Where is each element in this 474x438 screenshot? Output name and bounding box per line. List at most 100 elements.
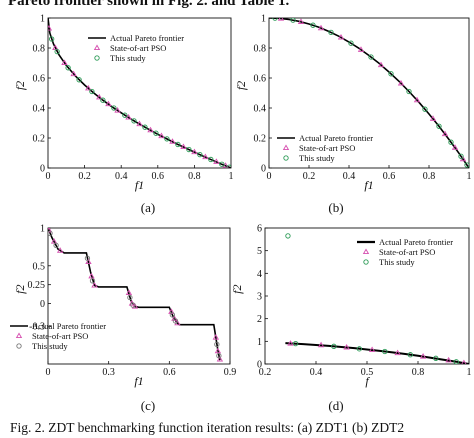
legend-label-a-1: State-of-art PSO	[110, 43, 166, 53]
point-c-state-of-art-pso-6	[125, 289, 133, 296]
plot-area-c	[48, 228, 224, 362]
point-b-this-study-9	[436, 123, 442, 129]
point-d-state-of-art-pso-6	[445, 356, 452, 363]
y-tick-label-d-0: 0	[257, 360, 262, 371]
point-b-this-study-0	[272, 18, 278, 21]
point-c-state-of-art-pso-2	[56, 247, 64, 253]
legend-label-c-2: This study	[32, 341, 68, 351]
point-a-this-study-16	[219, 161, 225, 167]
point-d-this-study-3	[356, 346, 363, 352]
legend-label-d-1: State-of-art PSO	[379, 247, 435, 257]
point-a-state-of-art-pso-15	[202, 153, 209, 160]
point-a-this-study-12	[175, 141, 181, 148]
plot-area-d	[285, 233, 469, 364]
point-a-state-of-art-pso-7	[114, 107, 121, 113]
y-tick-label-c-2: 0.25	[28, 280, 46, 291]
legend-swatch-c-1	[15, 332, 23, 339]
point-d-state-of-art-pso-7	[461, 359, 467, 364]
point-c-this-study-6	[169, 312, 176, 318]
point-b-this-study-12	[464, 162, 469, 168]
point-d-this-study-1	[292, 340, 299, 347]
point-c-state-of-art-pso-13	[214, 347, 222, 354]
legend-label-d-2: This study	[379, 257, 415, 267]
point-a-state-of-art-pso-14	[191, 148, 198, 155]
y-tick-label-d-6: 6	[257, 224, 262, 235]
point-a-this-study-9	[142, 124, 148, 130]
plot-area-a	[48, 18, 231, 168]
point-a-state-of-art-pso-16	[213, 158, 220, 164]
plot-frame-a	[47, 17, 232, 169]
x-tick-label-b-4: 0.8	[423, 171, 436, 182]
point-b-this-study-1	[290, 18, 296, 23]
point-d-this-study-4	[382, 348, 388, 355]
legend-label-b-1: State-of-art PSO	[299, 143, 355, 153]
x-tick-label-a-1: 0.2	[78, 171, 91, 182]
point-b-this-study-10	[448, 139, 454, 145]
y-tick-label-a-1: 0.2	[33, 134, 46, 145]
point-a-this-study-1	[54, 48, 60, 55]
point-a-this-study-17	[226, 164, 231, 168]
point-d-state-of-art-pso-2	[343, 343, 350, 350]
y-tick-label-b-3: 0.6	[254, 74, 267, 85]
chart-panel-d: 0.2 0.4 0.5 0.8 1 0 1 2 3 4 5 6 f f2 Actual Pareto fro…	[230, 224, 472, 389]
point-d-this-study-0	[285, 233, 291, 239]
point-c-this-study-0	[48, 230, 53, 236]
legend-swatch-d-1	[362, 248, 370, 255]
point-c-this-study-7	[172, 318, 179, 324]
point-d-state-of-art-pso-3	[368, 346, 376, 352]
x-tick-label-d-0: 0.2	[259, 367, 272, 378]
point-c-this-study-2	[84, 255, 91, 261]
y-tick-label-c-3: 0.5	[33, 261, 46, 272]
x-tick-label-b-0: 0	[267, 171, 272, 182]
point-a-state-of-art-pso-8	[125, 113, 132, 120]
point-b-state-of-art-pso-3	[337, 33, 345, 40]
point-a-this-study-5	[100, 97, 106, 103]
x-axis-label-b: f1	[364, 178, 373, 192]
y-axis-label-a: f2	[13, 81, 27, 90]
y-tick-label-b-4: 0.8	[254, 44, 267, 55]
point-c-state-of-art-pso-0	[48, 228, 53, 233]
point-a-state-of-art-pso-5	[96, 93, 103, 100]
y-axis-label-d: f2	[230, 285, 244, 294]
point-a-this-study-14	[197, 151, 203, 158]
legend-swatch-c-2	[16, 343, 22, 349]
point-a-this-study-2	[65, 65, 71, 71]
legend-label-a-2: This study	[110, 53, 146, 63]
panel-label-a: (a)	[140, 200, 156, 215]
y-tick-label-d-2: 2	[257, 314, 262, 325]
x-tick-label-c-3: 0.9	[224, 367, 237, 378]
panel-label-c: (c)	[140, 398, 156, 413]
point-b-state-of-art-pso-4	[357, 46, 365, 52]
x-tick-label-a-0: 0	[46, 171, 51, 182]
point-a-this-study-4	[89, 88, 95, 95]
x-tick-label-d-4: 1	[467, 367, 472, 378]
y-tick-label-a-0: 0	[40, 164, 45, 175]
point-d-this-study-7	[453, 359, 459, 364]
point-b-this-study-11	[458, 153, 464, 159]
point-c-state-of-art-pso-14	[216, 355, 224, 362]
x-axis-label-c: f1	[134, 374, 143, 388]
point-b-this-study-7	[406, 88, 412, 95]
legend-label-d-0: Actual Pareto frontier	[379, 237, 453, 247]
plot-area-b	[269, 18, 469, 168]
x-tick-label-a-2: 0.4	[115, 171, 128, 182]
y-axis-label-c: f2	[13, 285, 27, 294]
point-a-this-study-10	[153, 130, 159, 136]
legend-swatch-b-1	[282, 144, 290, 151]
x-tick-label-d-3: 0.8	[412, 367, 425, 378]
point-a-this-study-15	[208, 156, 214, 163]
x-tick-label-b-2: 0.4	[343, 171, 356, 182]
figure-caption: Fig. 2. ZDT benchmarking function iterat…	[10, 420, 405, 435]
x-axis-label-a: f1	[135, 178, 144, 192]
y-axis-label-b: f2	[234, 81, 248, 90]
point-c-state-of-art-pso-10	[171, 315, 178, 321]
point-b-this-study-5	[368, 54, 374, 60]
point-b-state-of-art-pso-9	[441, 130, 449, 137]
legend-swatch-d-2	[363, 259, 369, 265]
y-tick-label-d-1: 1	[257, 337, 262, 348]
y-tick-label-c-0: -0.3	[29, 322, 45, 333]
y-tick-label-b-5: 1	[261, 14, 266, 25]
